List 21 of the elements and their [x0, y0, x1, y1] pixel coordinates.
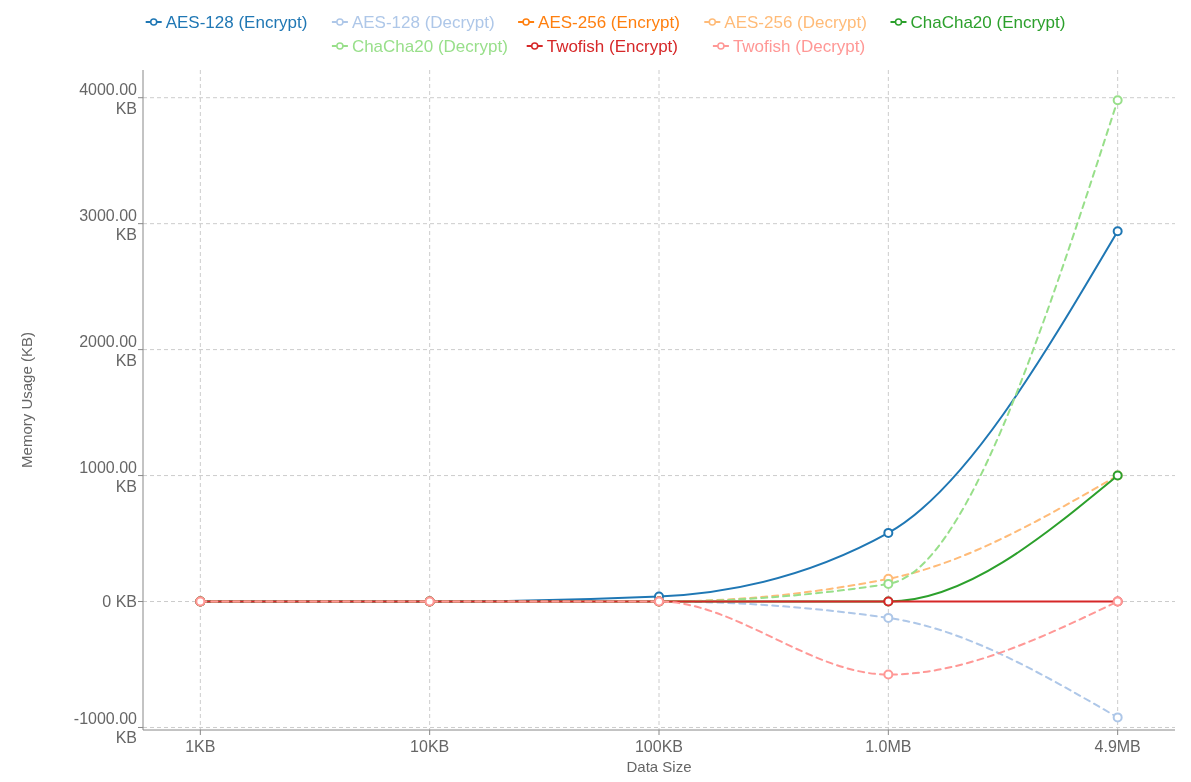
y-tick-label: 1000.00 KB	[79, 458, 138, 495]
legend-label: AES-128 (Decrypt)	[351, 13, 495, 32]
y-axis-title: Memory Usage (KB)	[18, 332, 35, 468]
legend-label: Twofish (Encrypt)	[546, 37, 679, 56]
legend-label: AES-256 (Decrypt)	[724, 13, 867, 32]
x-tick-label: 4.9MB	[1094, 738, 1141, 755]
legend-label: AES-256 (Encrypt)	[538, 13, 680, 32]
x-tick-label: 1KB	[185, 738, 216, 755]
legend-label: ChaCha20 (Decrypt)	[351, 37, 508, 56]
y-tick-label: -1000.00 KB	[73, 710, 138, 747]
x-tick-label: 10KB	[410, 738, 450, 755]
y-tick-label: 0 KB	[102, 592, 137, 610]
y-tick-label: 3000.00 KB	[79, 206, 138, 243]
legend-label: ChaCha20 (Encrypt)	[910, 13, 1066, 32]
x-tick-label: 1.0MB	[865, 738, 912, 755]
y-tick-label: 4000.00 KB	[79, 80, 138, 117]
y-tick-label: 2000.00 KB	[79, 332, 138, 369]
x-tick-label: 100KB	[634, 738, 684, 755]
legend-label: AES-128 (Encrypt)	[165, 13, 308, 32]
x-axis-title: Data Size	[626, 758, 692, 775]
legend-label: Twofish (Decrypt)	[732, 37, 866, 56]
